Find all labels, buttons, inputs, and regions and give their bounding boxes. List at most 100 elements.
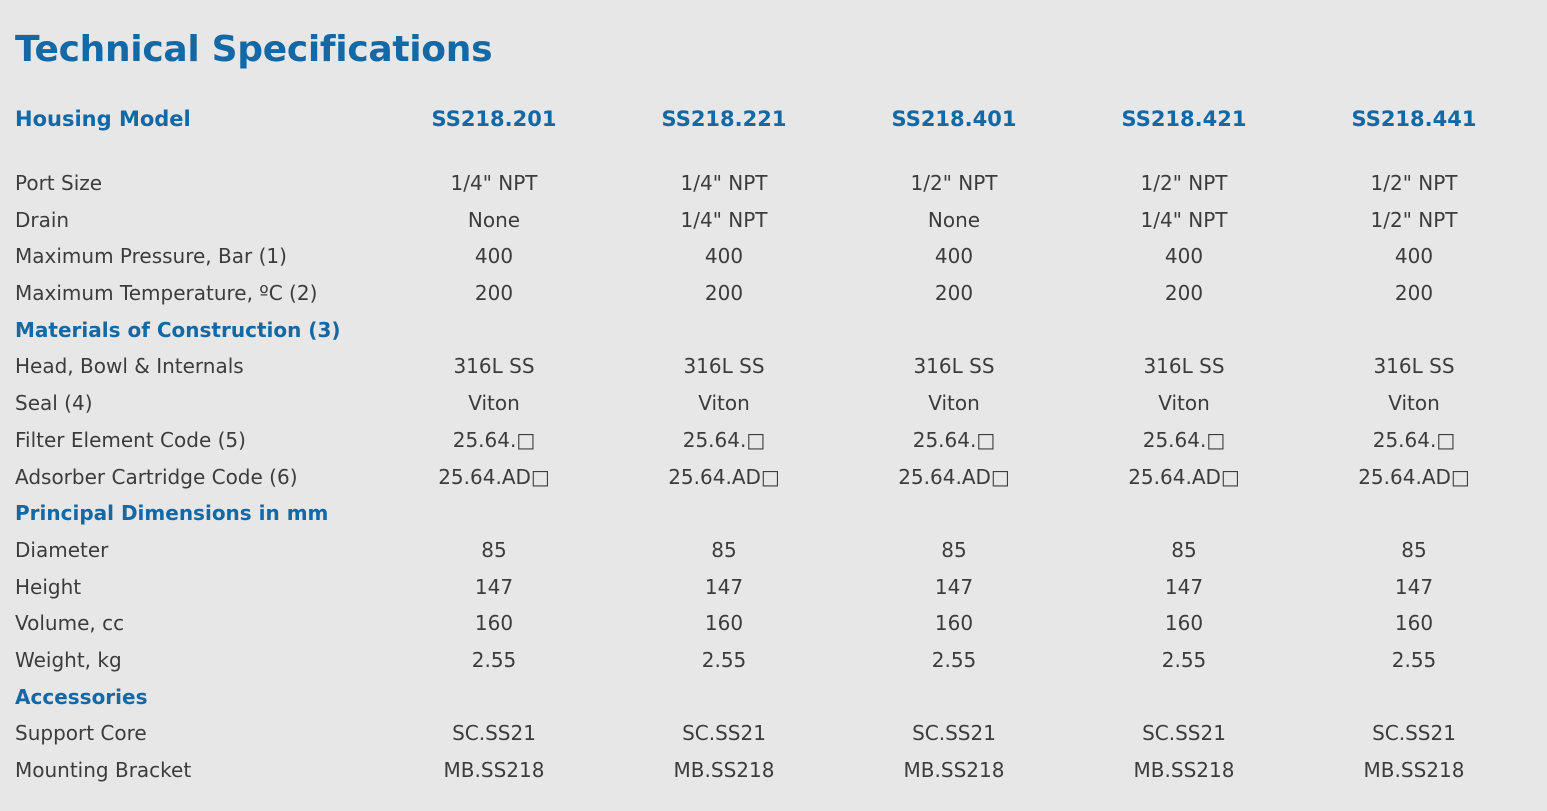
table-row: Support Core SC.SS21 SC.SS21 SC.SS21 SC.SS21… xyxy=(15,715,1530,752)
table-cell: 147 xyxy=(704,574,744,599)
table-cell: 1/4" NPT xyxy=(450,171,538,195)
table-row: Weight, kg 2.55 2.55 2.55 2.55 2.55 xyxy=(15,642,1530,679)
table-cell: MB.SS218 xyxy=(443,758,545,782)
table-cell: 25.64.□ xyxy=(1372,427,1456,452)
table-cell: 85 xyxy=(711,537,737,562)
table-cell: Viton xyxy=(468,391,520,416)
table-cell: 147 xyxy=(474,574,514,599)
table-cell: 85 xyxy=(941,537,967,562)
row-label: Maximum Temperature, ºC (2) xyxy=(15,281,318,306)
row-label: Drain xyxy=(15,207,70,232)
table-cell: SC.SS21 xyxy=(912,721,996,746)
table-row: Filter Element Code (5) 25.64.□ 25.64.□ 25.… xyxy=(15,422,1530,459)
spec-table: Housing Model SS218.201 SS218.221 SS218.… xyxy=(15,100,1530,789)
table-cell: 25.64.AD□ xyxy=(1358,464,1470,489)
row-label: Diameter xyxy=(15,537,109,562)
row-label: Height xyxy=(15,574,82,599)
table-row: Height 147 147 147 147 147 xyxy=(15,569,1530,606)
row-label: Port Size xyxy=(15,171,103,195)
table-cell: Viton xyxy=(698,391,750,416)
table-cell: MB.SS218 xyxy=(1363,758,1465,782)
table-cell: 2.55 xyxy=(931,647,977,672)
table-cell: 1/4" NPT xyxy=(680,207,768,232)
table-cell: 160 xyxy=(474,611,514,636)
table-cell: 400 xyxy=(474,244,514,269)
table-cell: 160 xyxy=(934,611,974,636)
row-label: Seal (4) xyxy=(15,391,93,416)
table-cell: 25.64.□ xyxy=(1142,427,1226,452)
table-row: Mounting Bracket MB.SS218 MB.SS218 MB.SS218… xyxy=(15,752,1530,789)
table-cell: 160 xyxy=(1394,611,1434,636)
row-label: Volume, cc xyxy=(15,611,125,636)
table-cell: 200 xyxy=(934,281,974,306)
table-cell: MB.SS218 xyxy=(673,758,775,782)
table-cell: 2.55 xyxy=(701,647,747,672)
table-cell: SC.SS21 xyxy=(1372,721,1456,746)
table-row: Adsorber Cartridge Code (6) 25.64.AD□ 25.6… xyxy=(15,459,1530,496)
model-header: SS218.221 xyxy=(661,107,787,131)
table-cell: 316L SS xyxy=(683,354,765,379)
table-cell: 316L SS xyxy=(453,354,535,379)
page-title: Technical Specifications xyxy=(15,29,493,70)
table-cell: 25.64.AD□ xyxy=(438,464,550,489)
table-row: Maximum Pressure, Bar (1) 400 400 400 400 400 xyxy=(15,238,1530,275)
table-cell: 1/2" NPT xyxy=(1140,171,1228,195)
model-header: SS218.421 xyxy=(1121,107,1247,131)
table-cell: 316L SS xyxy=(1143,354,1225,379)
section-heading-row: Principal Dimensions in mm xyxy=(15,495,1530,532)
table-cell: 200 xyxy=(474,281,514,306)
table-cell: Viton xyxy=(1158,391,1210,416)
table-cell: None xyxy=(927,207,981,232)
section-heading: Accessories xyxy=(15,684,148,709)
model-header: SS218.441 xyxy=(1351,107,1477,131)
table-row: Diameter 85 85 85 85 85 xyxy=(15,532,1530,569)
table-cell: 1/2" NPT xyxy=(1370,207,1458,232)
table-cell: 400 xyxy=(704,244,744,269)
table-cell: SC.SS21 xyxy=(1142,721,1226,746)
table-cell: 200 xyxy=(1164,281,1204,306)
table-cell: 400 xyxy=(1164,244,1204,269)
table-cell: 25.64.AD□ xyxy=(1128,464,1240,489)
section-heading: Materials of Construction (3) xyxy=(15,317,341,342)
row-label: Maximum Pressure, Bar (1) xyxy=(15,244,287,269)
table-cell: 85 xyxy=(1401,537,1427,562)
table-cell: 85 xyxy=(1171,537,1197,562)
table-row: Seal (4) Viton Viton Viton Viton Viton xyxy=(15,385,1530,422)
section-heading: Principal Dimensions in mm xyxy=(15,501,329,526)
table-cell: SC.SS21 xyxy=(452,721,536,746)
table-cell: MB.SS218 xyxy=(903,758,1005,782)
table-row: Drain None 1/4" NPT None 1/4" NPT 1/2" NPT xyxy=(15,202,1530,239)
table-cell: 200 xyxy=(1394,281,1434,306)
table-cell: 1/2" NPT xyxy=(910,171,998,195)
table-cell: SC.SS21 xyxy=(682,721,766,746)
table-cell: 2.55 xyxy=(1161,647,1207,672)
model-header: SS218.201 xyxy=(431,107,557,131)
table-cell: 25.64.□ xyxy=(452,427,536,452)
header-label: Housing Model xyxy=(15,107,191,131)
table-cell: 1/4" NPT xyxy=(1140,207,1228,232)
table-cell: MB.SS218 xyxy=(1133,758,1235,782)
table-cell: 160 xyxy=(1164,611,1204,636)
table-cell: 2.55 xyxy=(471,647,517,672)
table-cell: 147 xyxy=(1394,574,1434,599)
row-label: Mounting Bracket xyxy=(15,758,192,782)
row-label: Weight, kg xyxy=(15,647,122,672)
model-header: SS218.401 xyxy=(891,107,1017,131)
table-body: Port Size 1/4" NPT 1/4" NPT 1/2" NPT 1/2" NP… xyxy=(15,165,1530,789)
table-cell: 1/2" NPT xyxy=(1370,171,1458,195)
table-cell: 147 xyxy=(934,574,974,599)
table-cell: None xyxy=(467,207,521,232)
table-cell: Viton xyxy=(928,391,980,416)
table-cell: 200 xyxy=(704,281,744,306)
table-cell: 85 xyxy=(481,537,507,562)
table-row: Volume, cc 160 160 160 160 160 xyxy=(15,605,1530,642)
table-cell: 147 xyxy=(1164,574,1204,599)
table-cell: 2.55 xyxy=(1391,647,1437,672)
table-cell: 400 xyxy=(934,244,974,269)
table-row: Maximum Temperature, ºC (2) 200 200 200 200 2… xyxy=(15,275,1530,312)
table-cell: 25.64.AD□ xyxy=(898,464,1010,489)
table-row: Head, Bowl & Internals 316L SS 316L SS 316L… xyxy=(15,348,1530,385)
section-heading-row: Materials of Construction (3) xyxy=(15,312,1530,349)
row-label: Head, Bowl & Internals xyxy=(15,354,244,379)
section-heading-row: Accessories xyxy=(15,679,1530,716)
